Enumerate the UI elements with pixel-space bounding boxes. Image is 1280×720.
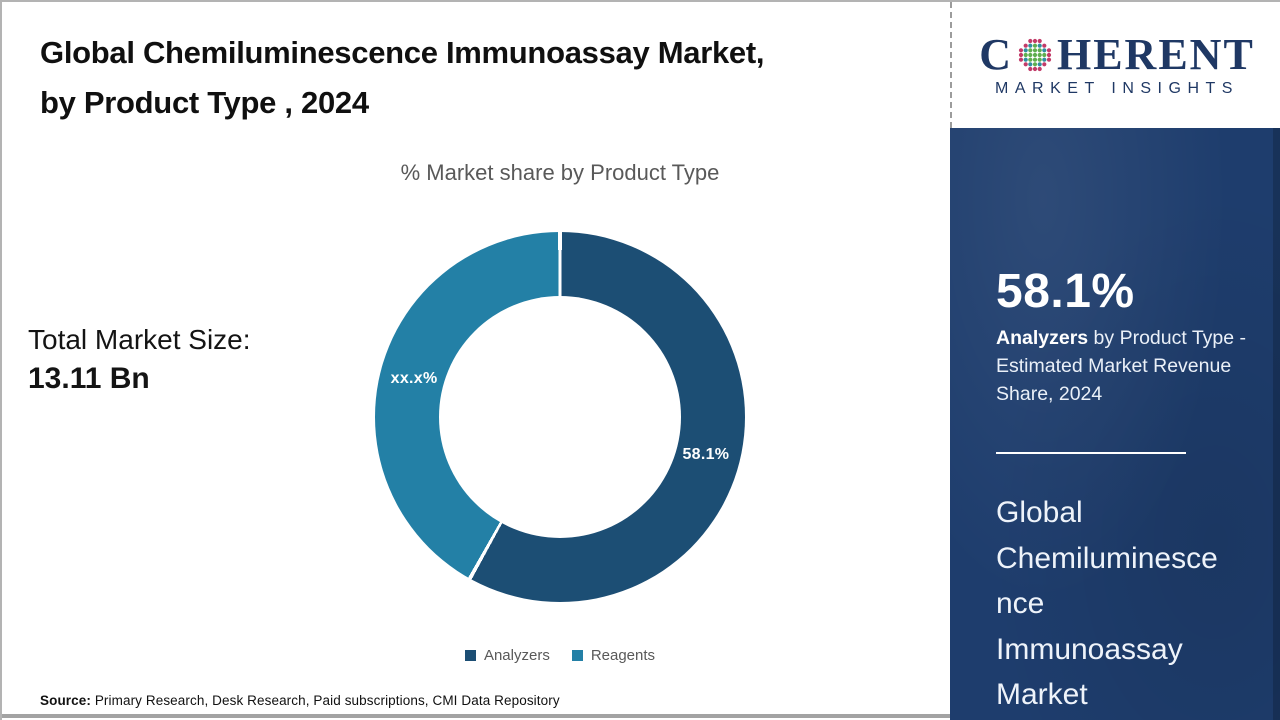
logo-text-herent: HERENT [1056, 29, 1255, 79]
legend-item-analyzers: Analyzers [464, 647, 550, 664]
right-rail: C [950, 2, 1280, 720]
chart-legend: Analyzers Reagents [160, 647, 960, 664]
donut-chart: 58.1% xx.x% [375, 232, 745, 602]
source-line: Source: Primary Research, Desk Research,… [40, 693, 560, 708]
source-label: Source: [40, 693, 91, 708]
legend-label-reagents: Reagents [590, 647, 656, 664]
sidebar-panel: 58.1% Analyzers by Product Type - Estima… [950, 128, 1280, 720]
sidebar-headline-rest: by Product Type - Estimated Market Reven… [996, 327, 1247, 405]
slice-label: xx.x% [390, 370, 438, 388]
total-market-block: Total Market Size: 13.11 Bn [28, 324, 251, 396]
coherent-logo: C [979, 29, 1255, 79]
logo-area: C [950, 2, 1280, 128]
source-text: Primary Research, Desk Research, Paid su… [90, 693, 560, 708]
sidebar-footer-title: Global Chemiluminescence Immunoassay Mar… [996, 496, 1218, 711]
total-market-value: 13.11 Bn [28, 362, 150, 395]
legend-swatch-reagents [571, 650, 583, 661]
sidebar-headline-bold: Analyzers [996, 327, 1089, 349]
sidebar-headline-value: 58.1% [996, 265, 1135, 318]
legend-item-reagents: Reagents [571, 647, 656, 664]
globe-dots-icon [1018, 38, 1052, 71]
logo-subtitle: MARKET INSIGHTS [995, 79, 1239, 97]
total-market-label: Total Market Size: [28, 324, 251, 355]
slice-label: 58.1% [682, 445, 730, 463]
sidebar-divider [996, 452, 1186, 454]
legend-swatch-analyzers [464, 650, 476, 661]
main-content-area: Global Chemiluminescence Immunoassay Mar… [2, 2, 950, 718]
legend-label-analyzers: Analyzers [483, 647, 550, 664]
chart-subtitle: % Market share by Product Type [400, 160, 720, 185]
logo-text-c: C [979, 29, 1013, 79]
sidebar-headline-desc: Analyzers by Product Type - Estimated Ma… [996, 324, 1260, 408]
page-title: Global Chemiluminescence Immunoassay Mar… [40, 35, 765, 120]
donut-hole [439, 296, 681, 538]
